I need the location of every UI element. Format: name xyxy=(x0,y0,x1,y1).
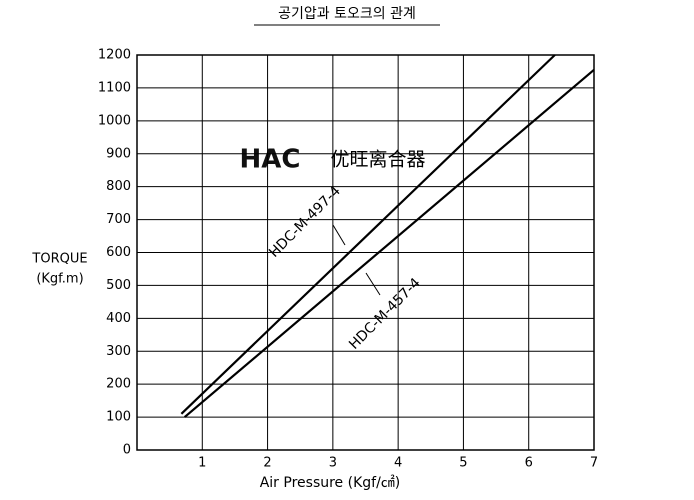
x-tick-label: 5 xyxy=(459,456,467,471)
y-tick-label: 500 xyxy=(106,278,131,293)
x-axis-label: Air Pressure (Kgf/㎠) xyxy=(260,475,401,491)
series-label: HDC-M-497-4 xyxy=(266,183,344,261)
y-tick-label: 300 xyxy=(106,344,131,359)
series-line xyxy=(183,68,595,418)
plot-frame xyxy=(136,54,595,451)
x-tick-label: 1 xyxy=(198,456,206,471)
y-axis-label: TORQUE xyxy=(31,252,87,267)
leader-line xyxy=(365,272,381,296)
x-tick-label: 2 xyxy=(263,456,271,471)
y-tick-label: 800 xyxy=(106,179,131,194)
leader-line xyxy=(332,224,346,246)
x-tick-label: 4 xyxy=(394,456,402,471)
watermark-text: 优旺离合器 xyxy=(330,149,425,171)
y-tick-label: 700 xyxy=(106,212,131,227)
series-line xyxy=(180,54,556,415)
x-tick-label: 3 xyxy=(329,456,337,471)
y-tick-label: 100 xyxy=(106,410,131,425)
y-tick-label: 1000 xyxy=(98,113,131,128)
watermark-logo: HAC xyxy=(240,145,301,175)
series-label: HDC-M-457-4 xyxy=(346,275,424,353)
x-tick-label: 6 xyxy=(525,456,533,471)
chart-title: 공기압과 토오크의 관계 xyxy=(278,6,416,22)
y-tick-label: 900 xyxy=(106,146,131,161)
y-tick-label: 0 xyxy=(123,443,131,458)
y-tick-label: 400 xyxy=(106,311,131,326)
y-tick-label: 200 xyxy=(106,377,131,392)
y-tick-label: 1200 xyxy=(98,48,131,63)
y-axis-label: (Kgf.m) xyxy=(36,272,83,287)
y-tick-label: 600 xyxy=(106,245,131,260)
x-tick-label: 7 xyxy=(590,456,598,471)
y-tick-label: 1100 xyxy=(98,80,131,95)
